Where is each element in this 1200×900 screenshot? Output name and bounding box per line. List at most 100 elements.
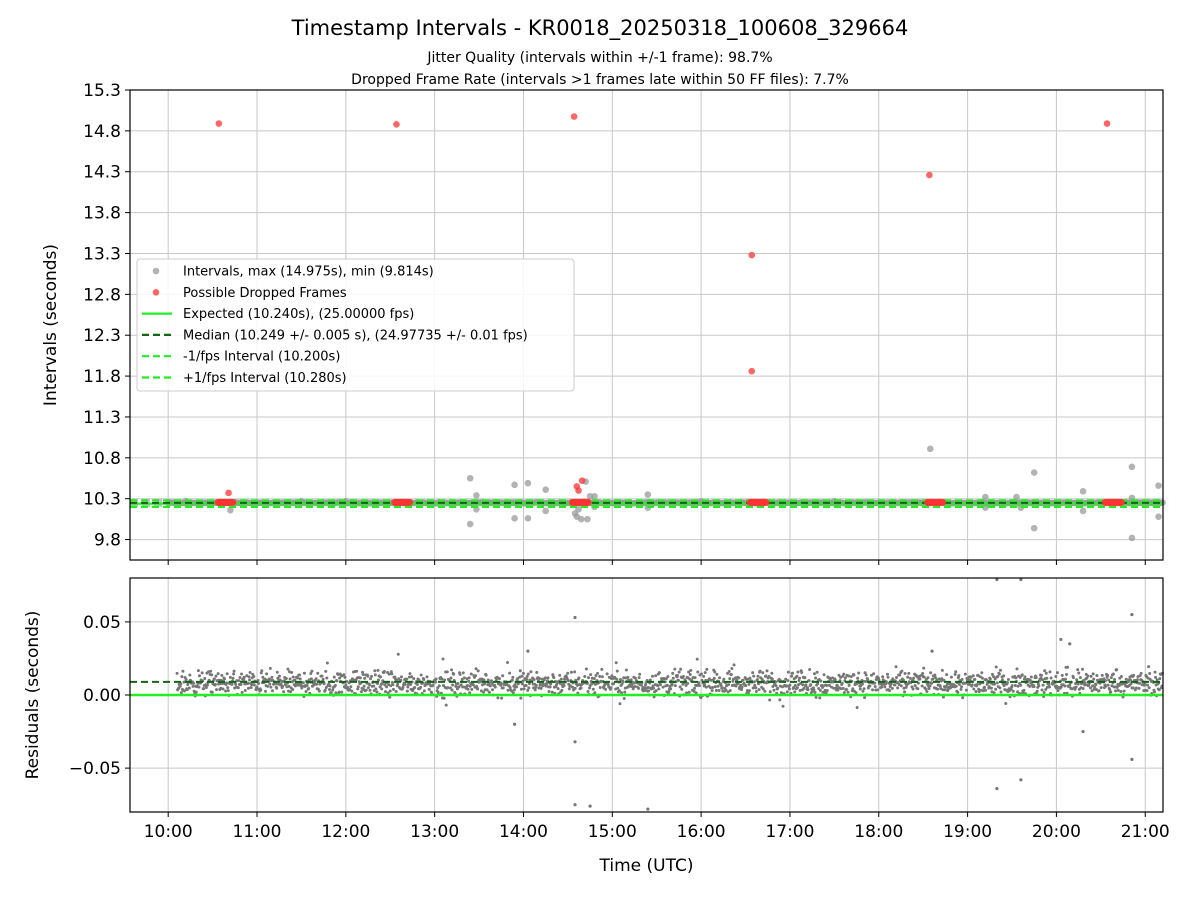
residual-point [975,683,979,687]
residual-point [519,696,523,700]
residual-point [747,689,751,693]
residual-point [604,687,608,691]
residual-point [880,685,884,689]
residual-point [560,688,564,692]
y-axis-label: Residuals (seconds) [23,611,43,780]
residual-point [232,672,236,676]
residual-point [818,688,822,692]
residual-point [874,688,878,692]
residual-point [989,686,993,690]
residual-point [267,677,271,681]
residual-outlier-point [1059,637,1063,642]
residual-point [637,676,641,680]
residual-point [677,679,681,683]
residual-point [458,672,462,676]
residual-point [238,676,242,680]
residual-point [1109,690,1113,694]
residual-point [957,682,961,686]
residual-point [620,691,624,695]
residual-point [335,679,339,683]
residual-point [461,685,465,689]
residual-point [328,684,332,688]
residual-point [459,683,463,687]
residual-point [730,666,734,670]
residual-point [1040,688,1044,692]
residual-point [753,683,757,687]
residual-point [515,685,519,689]
residual-point [375,682,379,686]
residual-point [940,668,944,672]
residual-point [382,670,386,674]
residual-point [302,671,306,675]
residual-point [861,689,865,693]
residual-point [1063,677,1067,681]
residual-point [376,668,380,672]
legend-label: Expected (10.240s), (25.00000 fps) [183,307,414,322]
residual-point [298,677,302,681]
residual-point [577,676,581,680]
residual-point [466,687,470,691]
residual-point [881,678,885,682]
residual-point [615,677,619,681]
residual-point [1044,671,1048,675]
residual-point [506,688,510,692]
residual-point [1004,701,1008,705]
residual-point [327,688,331,692]
residual-point [225,672,229,676]
residual-point [972,687,976,691]
residual-point [266,684,270,688]
residual-point [953,672,957,676]
residual-point [1089,686,1093,690]
residual-point [535,670,539,674]
residual-point [452,672,456,676]
residual-point [722,677,726,681]
residual-point [856,676,860,680]
residual-point [913,684,917,688]
residual-point [715,672,719,676]
residual-point [964,688,968,692]
residual-point [976,673,980,677]
residual-point [539,686,543,690]
legend-box [136,258,575,392]
residual-point [451,683,455,687]
residual-point [440,677,444,681]
residual-point [984,688,988,692]
residual-point [886,675,890,679]
residual-point [512,688,516,692]
residual-point [864,680,868,684]
residual-point [1010,684,1014,688]
residual-point [367,683,371,687]
dropped-frame-cluster [568,498,592,506]
residual-point [1139,671,1143,675]
residual-point [745,689,749,693]
residual-point [752,680,756,684]
residual-point [223,677,227,681]
residual-point [532,677,536,681]
residual-point [971,674,975,678]
residual-point [236,686,240,690]
residual-point [704,685,708,689]
residual-point [232,669,236,673]
residual-point [1016,684,1020,688]
residual-point [705,667,709,671]
residual-point [1111,672,1115,676]
residual-point [175,671,179,675]
residual-point [1037,684,1041,688]
residual-point [924,687,928,691]
residual-point [1068,683,1072,687]
residual-point [321,677,325,681]
y-axis-label: Intervals (seconds) [41,244,61,406]
residual-point [387,672,391,676]
residual-point [268,682,272,686]
residual-point [205,683,209,687]
residual-point [505,661,509,665]
residual-point [912,676,916,680]
residual-point [239,682,243,686]
residual-point [697,684,701,688]
residual-point [287,684,291,688]
residual-point [390,672,394,676]
y-tick-label: 13.3 [83,244,121,264]
residual-point [379,675,383,679]
interval-point [1079,507,1087,515]
residual-point [605,672,609,676]
